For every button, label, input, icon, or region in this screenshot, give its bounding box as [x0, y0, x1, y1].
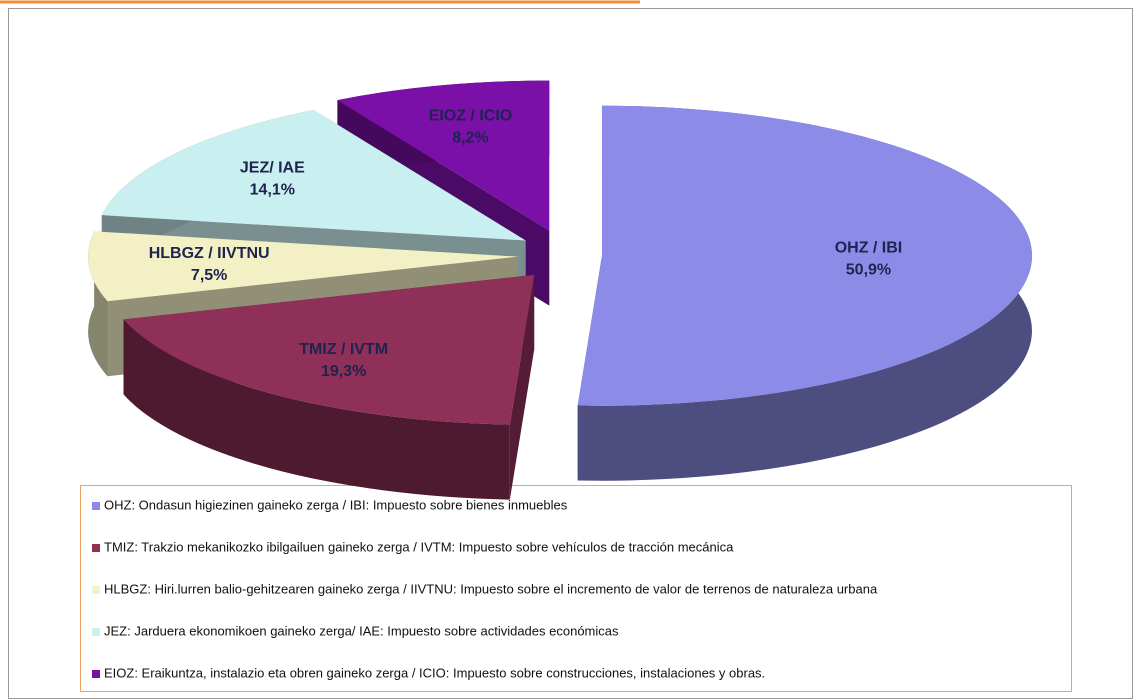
slice-label: EIOZ / ICIO: [429, 107, 513, 124]
legend-swatch: [92, 628, 100, 636]
slice-label: TMIZ / IVTM: [299, 341, 388, 358]
legend-label: HLBGZ: Hiri.lurren balio-gehitzearen gai…: [104, 581, 878, 596]
legend-label: TMIZ: Trakzio mekanikozko ibilgailuen ga…: [104, 539, 734, 554]
legend: OHZ: Ondasun higiezinen gaineko zerga / …: [92, 497, 878, 680]
slice-value-label: 7,5%: [191, 267, 227, 284]
legend-label: EIOZ: Eraikuntza, instalazio eta obren g…: [104, 665, 765, 680]
legend-label: OHZ: Ondasun higiezinen gaineko zerga / …: [104, 497, 568, 512]
slice-value-label: 8,2%: [452, 129, 488, 146]
legend-swatch: [92, 670, 100, 678]
slice-label: OHZ / IBI: [835, 240, 903, 257]
slice-labels: OHZ / IBI 50,9% TMIZ / IVTM 19,3% HLBGZ / II…: [149, 107, 903, 380]
frame: [8, 8, 1133, 699]
legend-swatch: [92, 502, 100, 510]
slice-value-label: 50,9%: [846, 262, 891, 279]
slice: [577, 105, 1032, 406]
slice-value-label: 14,1%: [250, 182, 295, 199]
slice-side: [123, 319, 510, 500]
pie: [88, 80, 1032, 500]
slice: [88, 231, 519, 302]
slice: [123, 274, 535, 425]
legend-swatch: [92, 586, 100, 594]
legend-box: [80, 485, 1072, 692]
slice-label: HLBGZ / IIVTNU: [149, 245, 270, 262]
slice-label: JEZ/ IAE: [240, 160, 305, 177]
slice: [337, 80, 550, 231]
slice-value-label: 19,3%: [321, 363, 366, 380]
slice: [101, 109, 526, 241]
legend-label: JEZ: Jarduera ekonomikoen gaineko zerga/…: [104, 623, 619, 638]
legend-swatch: [92, 544, 100, 552]
